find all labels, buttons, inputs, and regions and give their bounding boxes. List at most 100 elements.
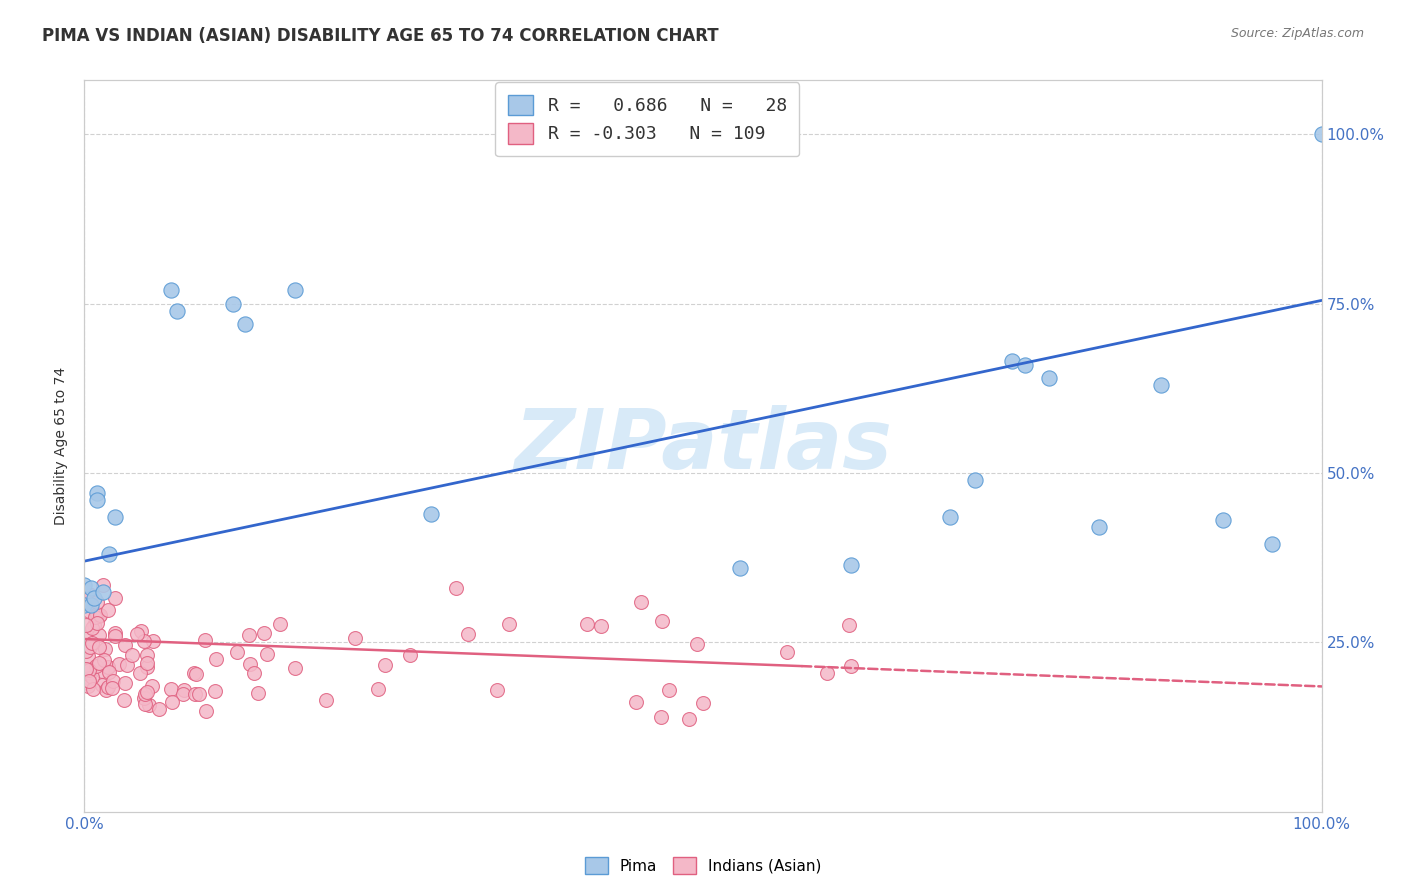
Point (815, 665, 838, 680)
Point (160, 283, 183, 297)
Point (75, 618, 97, 632)
Point (86, 595, 108, 609)
Point (1150, 378, 1173, 392)
Point (91, 578, 114, 592)
Point (97, 602, 120, 616)
Point (1038, 371, 1060, 385)
Point (1001, 354, 1024, 368)
Point (135, 684, 157, 698)
Point (591, 619, 613, 633)
Point (651, 614, 673, 628)
Point (80, 621, 103, 635)
Point (114, 676, 136, 690)
Point (79, 598, 101, 612)
Point (89, 608, 111, 623)
Point (205, 652, 228, 666)
Point (104, 591, 127, 606)
Point (1310, 128, 1333, 142)
Point (89, 628, 111, 642)
Point (98, 547, 121, 561)
Point (114, 693, 136, 707)
Point (136, 648, 159, 662)
Legend: R =   0.686   N =   28, R = -0.303   N = 109: R = 0.686 N = 28, R = -0.303 N = 109 (495, 82, 800, 156)
Point (238, 628, 260, 642)
Point (75, 662, 97, 676)
Point (101, 681, 124, 695)
Point (678, 713, 700, 727)
Point (89, 640, 111, 655)
Point (838, 618, 860, 632)
Point (160, 681, 183, 696)
Point (624, 695, 647, 709)
Point (77, 674, 100, 689)
Point (97, 680, 120, 694)
Point (79, 663, 101, 677)
Point (1014, 358, 1036, 372)
Point (104, 629, 127, 643)
Point (186, 666, 208, 681)
Point (239, 657, 262, 671)
Point (1212, 514, 1234, 528)
Legend: Pima, Indians (Asian): Pima, Indians (Asian) (579, 851, 827, 880)
Point (166, 303, 188, 318)
Point (630, 595, 652, 609)
Point (575, 616, 598, 631)
Point (841, 558, 863, 572)
Point (82, 682, 104, 697)
Point (97, 660, 120, 674)
Point (108, 657, 131, 672)
Point (939, 510, 962, 524)
Point (129, 666, 152, 681)
Point (965, 473, 987, 487)
Point (160, 695, 183, 709)
Point (686, 637, 709, 651)
Point (692, 697, 714, 711)
Point (104, 626, 127, 640)
Point (77, 648, 100, 663)
Text: Source: ZipAtlas.com: Source: ZipAtlas.com (1230, 27, 1364, 40)
Point (104, 510, 127, 524)
Point (1088, 520, 1111, 534)
Point (183, 687, 205, 701)
Point (79, 581, 101, 595)
Point (141, 680, 163, 694)
Point (77, 671, 100, 685)
Y-axis label: Disability Age 65 to 74: Disability Age 65 to 74 (55, 367, 69, 525)
Point (129, 624, 152, 639)
Point (142, 634, 165, 648)
Point (79, 640, 101, 654)
Point (486, 683, 509, 698)
Point (121, 648, 143, 663)
Point (173, 683, 195, 698)
Point (134, 697, 156, 711)
Point (222, 297, 245, 311)
Point (73, 630, 96, 644)
Point (172, 687, 194, 701)
Point (79, 588, 101, 602)
Point (658, 683, 681, 698)
Point (136, 656, 159, 670)
Point (80, 670, 103, 684)
Point (374, 657, 396, 672)
Point (83, 591, 105, 606)
Point (77, 676, 100, 690)
Point (94, 683, 117, 698)
Point (83, 617, 105, 632)
Point (194, 632, 217, 647)
Point (80, 635, 103, 649)
Point (73, 598, 96, 612)
Point (841, 659, 863, 673)
Point (269, 617, 291, 632)
Point (204, 684, 226, 698)
Point (86, 493, 108, 508)
Point (75, 644, 97, 658)
Point (98, 665, 121, 679)
Point (419, 507, 441, 521)
Point (93, 653, 115, 667)
Point (87, 656, 110, 670)
Point (77, 604, 100, 618)
Point (252, 626, 274, 640)
Text: ZIPatlas: ZIPatlas (515, 406, 891, 486)
Point (728, 561, 751, 575)
Point (84, 658, 107, 673)
